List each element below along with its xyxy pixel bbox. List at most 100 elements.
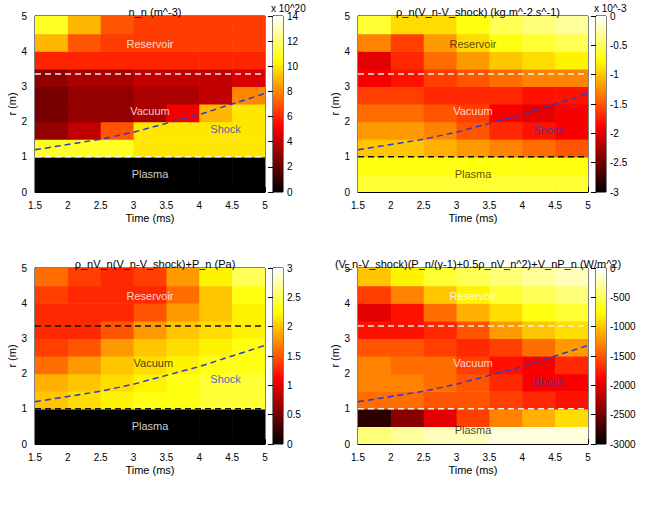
- svg-text:2: 2: [287, 161, 293, 172]
- svg-text:3: 3: [454, 452, 460, 463]
- svg-text:1.5: 1.5: [351, 200, 365, 211]
- svg-text:2.5: 2.5: [94, 452, 108, 463]
- svg-text:ρ_n(V_n-V_shock) (kg.m^-2.s^-1: ρ_n(V_n-V_shock) (kg.m^-2.s^-1): [396, 6, 560, 18]
- svg-text:0: 0: [21, 439, 27, 450]
- svg-text:5: 5: [585, 452, 591, 463]
- svg-text:-1.5: -1.5: [610, 99, 628, 110]
- svg-text:Vacuum: Vacuum: [134, 357, 174, 369]
- svg-text:0: 0: [21, 187, 27, 198]
- svg-text:-1000: -1000: [610, 321, 636, 332]
- svg-text:1.5: 1.5: [351, 452, 365, 463]
- svg-text:r (m): r (m): [6, 344, 18, 367]
- svg-text:Reservoir: Reservoir: [126, 290, 173, 302]
- svg-text:4.5: 4.5: [225, 452, 239, 463]
- svg-text:2: 2: [344, 116, 350, 127]
- svg-text:-500: -500: [610, 292, 630, 303]
- svg-text:5: 5: [262, 452, 268, 463]
- svg-text:3: 3: [287, 263, 293, 274]
- svg-text:-2000: -2000: [610, 380, 636, 391]
- svg-text:4.5: 4.5: [548, 452, 562, 463]
- svg-text:-2500: -2500: [610, 409, 636, 420]
- svg-text:-2: -2: [610, 128, 619, 139]
- svg-text:1.5: 1.5: [28, 200, 42, 211]
- svg-text:14: 14: [287, 11, 299, 22]
- svg-text:Reservoir: Reservoir: [126, 38, 173, 50]
- svg-text:-2.5: -2.5: [610, 157, 628, 168]
- svg-text:-0.5: -0.5: [610, 40, 628, 51]
- svg-text:4: 4: [21, 298, 27, 309]
- svg-text:0: 0: [287, 439, 293, 450]
- svg-text:3: 3: [21, 81, 27, 92]
- svg-text:5: 5: [585, 200, 591, 211]
- svg-text:ρ_nV_n(V_n-V_shock)+P_n (Pa): ρ_nV_n(V_n-V_shock)+P_n (Pa): [75, 258, 236, 270]
- svg-text:3: 3: [344, 333, 350, 344]
- svg-text:5: 5: [21, 11, 27, 22]
- svg-text:5: 5: [21, 263, 27, 274]
- svg-text:2: 2: [287, 321, 293, 332]
- svg-text:2: 2: [65, 452, 71, 463]
- svg-text:0: 0: [610, 11, 616, 22]
- svg-text:0.5: 0.5: [287, 409, 301, 420]
- svg-text:3: 3: [131, 200, 137, 211]
- svg-text:(V_n-V_shock)(P_n/(γ-1)+0.5ρ_n: (V_n-V_shock)(P_n/(γ-1)+0.5ρ_nV_n^2)+V_n…: [335, 258, 621, 270]
- svg-text:1: 1: [344, 151, 350, 162]
- svg-text:1: 1: [21, 151, 27, 162]
- svg-text:3: 3: [131, 452, 137, 463]
- svg-text:4: 4: [287, 136, 293, 147]
- svg-text:-1: -1: [610, 69, 619, 80]
- svg-text:2: 2: [388, 452, 394, 463]
- svg-text:5: 5: [344, 11, 350, 22]
- svg-text:2.5: 2.5: [417, 452, 431, 463]
- svg-text:Reservoir: Reservoir: [449, 290, 496, 302]
- svg-text:r (m): r (m): [329, 344, 341, 367]
- svg-text:2.5: 2.5: [94, 200, 108, 211]
- svg-text:4.5: 4.5: [548, 200, 562, 211]
- svg-text:-1500: -1500: [610, 351, 636, 362]
- svg-text:12: 12: [287, 36, 299, 47]
- svg-text:Shock: Shock: [533, 375, 564, 387]
- svg-text:6: 6: [287, 111, 293, 122]
- svg-text:3: 3: [21, 333, 27, 344]
- svg-text:n_n (m^-3): n_n (m^-3): [129, 6, 182, 18]
- svg-text:10: 10: [287, 61, 299, 72]
- svg-text:3: 3: [454, 200, 460, 211]
- svg-text:2: 2: [21, 116, 27, 127]
- svg-text:Shock: Shock: [533, 124, 564, 136]
- svg-text:2.5: 2.5: [287, 292, 301, 303]
- svg-text:3.5: 3.5: [482, 200, 496, 211]
- svg-text:3: 3: [344, 81, 350, 92]
- svg-text:2: 2: [65, 200, 71, 211]
- svg-text:Shock: Shock: [210, 123, 241, 135]
- svg-text:4: 4: [520, 452, 526, 463]
- svg-text:1.5: 1.5: [28, 452, 42, 463]
- svg-text:0: 0: [344, 187, 350, 198]
- svg-text:5: 5: [262, 200, 268, 211]
- svg-text:Reservoir: Reservoir: [449, 38, 496, 50]
- svg-text:r (m): r (m): [6, 92, 18, 115]
- svg-text:Plasma: Plasma: [132, 420, 170, 432]
- svg-text:2: 2: [344, 368, 350, 379]
- svg-text:Vacuum: Vacuum: [453, 357, 493, 369]
- svg-text:-3000: -3000: [610, 439, 636, 450]
- svg-text:Shock: Shock: [210, 373, 241, 385]
- svg-text:Time (ms): Time (ms): [125, 212, 174, 224]
- svg-text:Time (ms): Time (ms): [125, 464, 174, 476]
- svg-text:Plasma: Plasma: [455, 168, 493, 180]
- svg-text:2.5: 2.5: [417, 200, 431, 211]
- svg-text:1: 1: [21, 403, 27, 414]
- svg-text:Plasma: Plasma: [132, 168, 170, 180]
- svg-text:4: 4: [520, 200, 526, 211]
- svg-text:2: 2: [21, 368, 27, 379]
- svg-text:3.5: 3.5: [482, 452, 496, 463]
- svg-text:3.5: 3.5: [159, 200, 173, 211]
- svg-text:4: 4: [21, 46, 27, 57]
- svg-text:4.5: 4.5: [225, 200, 239, 211]
- svg-text:Vacuum: Vacuum: [130, 105, 170, 117]
- svg-text:4: 4: [197, 452, 203, 463]
- svg-text:r (m): r (m): [329, 92, 341, 115]
- svg-text:1: 1: [287, 380, 293, 391]
- svg-text:4: 4: [197, 200, 203, 211]
- svg-text:2: 2: [388, 200, 394, 211]
- svg-text:Time (ms): Time (ms): [448, 464, 497, 476]
- svg-text:Plasma: Plasma: [455, 424, 493, 436]
